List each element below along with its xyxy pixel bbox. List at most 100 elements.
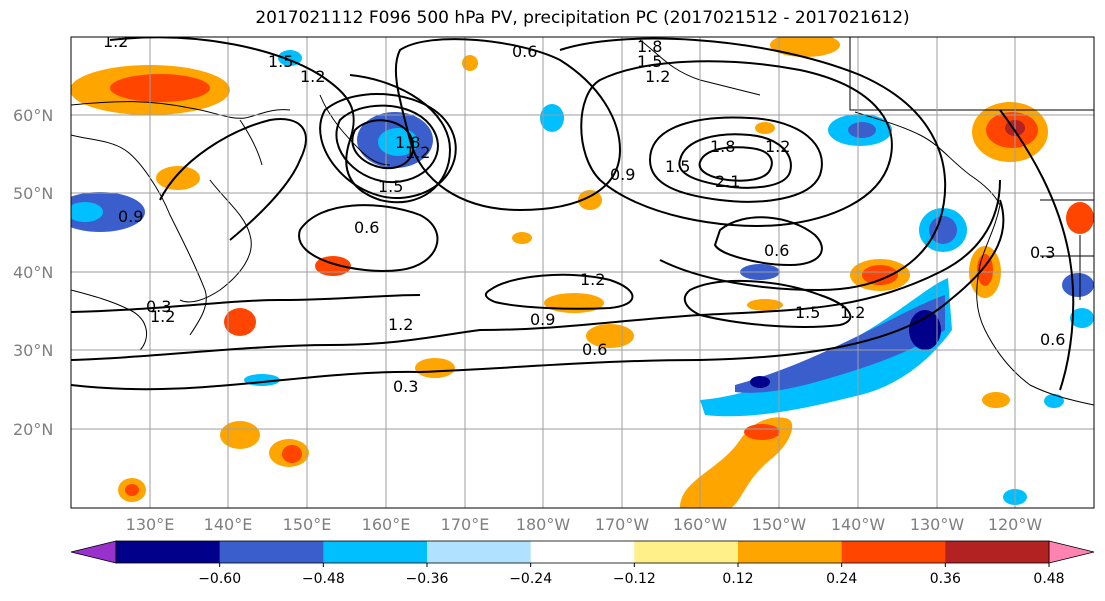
map-area: 1.2 1.5 1.2 0.6 1.8 1.5 1.2 1.8 1.2 1.5 … bbox=[71, 32, 1094, 508]
precip-negative-patch bbox=[1070, 308, 1094, 328]
contour-label: 0.3 bbox=[393, 377, 418, 396]
lon-label: 130°E bbox=[126, 515, 175, 534]
colorbar-frame bbox=[115, 540, 1050, 564]
contour-label: 0.6 bbox=[1040, 330, 1065, 349]
contour-label: 1.5 bbox=[268, 52, 293, 71]
contour-label: 1.2 bbox=[405, 143, 430, 162]
precip-positive-band bbox=[680, 417, 793, 508]
colorbar: −0.60 −0.48 −0.36 −0.24 −0.12 0.12 0.24 0.36 0.4… bbox=[70, 540, 1095, 587]
precip-positive-patch bbox=[512, 232, 532, 244]
colorbar-cell bbox=[323, 541, 428, 563]
lat-label: 50°N bbox=[13, 184, 53, 203]
precip-positive-patch bbox=[415, 358, 455, 378]
precip-positive-patch bbox=[156, 166, 200, 190]
lat-label: 30°N bbox=[13, 341, 53, 360]
contour-label: 2.1 bbox=[715, 172, 740, 191]
contour-label: 1.5 bbox=[665, 157, 690, 176]
contour-label: 1.8 bbox=[395, 133, 420, 152]
precip-negative-core bbox=[909, 310, 941, 350]
lat-label: 60°N bbox=[13, 106, 53, 125]
lon-label: 130°W bbox=[910, 515, 965, 534]
map-title: 2017021112 F096 500 hPa PV, precipitatio… bbox=[255, 8, 910, 28]
colorbar-cell bbox=[634, 541, 739, 563]
pv-contour-labels: 1.2 1.5 1.2 0.6 1.8 1.5 1.2 1.8 1.2 1.5 … bbox=[103, 32, 1065, 396]
colorbar-tick-label: 0.24 bbox=[826, 571, 857, 587]
contour-label: 1.2 bbox=[150, 307, 175, 326]
precip-positive-patch bbox=[220, 421, 260, 449]
lon-label: 180°W bbox=[516, 515, 571, 534]
contour-label: 1.8 bbox=[637, 37, 662, 56]
precip-positive-patch bbox=[282, 445, 302, 463]
contour-label: 1.2 bbox=[300, 67, 325, 86]
contour-label: 0.6 bbox=[764, 241, 789, 260]
colorbar-cell bbox=[530, 541, 635, 563]
precip-positive-patch bbox=[125, 484, 139, 496]
colorbar-tick-label: −0.60 bbox=[198, 571, 241, 587]
contour-label: 1.5 bbox=[637, 52, 662, 71]
graticule bbox=[71, 37, 1094, 508]
contour-label: 1.2 bbox=[388, 315, 413, 334]
lon-label: 160°W bbox=[673, 515, 728, 534]
contour-label: 1.5 bbox=[795, 303, 820, 322]
precip-shading bbox=[71, 37, 1094, 508]
precip-negative-band bbox=[735, 295, 945, 393]
precip-negative-patch bbox=[929, 216, 957, 244]
lat-label: 20°N bbox=[13, 420, 53, 439]
colorbar-tick-label: 0.48 bbox=[1033, 571, 1064, 587]
colorbar-right-arrow bbox=[1048, 540, 1095, 564]
lon-label: 170°W bbox=[595, 515, 650, 534]
precip-negative-patch bbox=[1062, 273, 1094, 297]
contour-label: 1.5 bbox=[378, 177, 403, 196]
lon-label: 160°E bbox=[362, 515, 411, 534]
lon-label: 150°E bbox=[283, 515, 332, 534]
precip-positive-patch bbox=[755, 122, 775, 134]
precip-negative-patch bbox=[71, 192, 145, 232]
contour-label: 1.2 bbox=[103, 32, 128, 51]
contour-label: 0.3 bbox=[1030, 243, 1055, 262]
map-frame bbox=[70, 36, 1095, 509]
precip-positive-core bbox=[744, 424, 780, 440]
contour-label: 1.2 bbox=[765, 137, 790, 156]
precip-positive-patch bbox=[862, 265, 898, 285]
precip-positive-patch bbox=[462, 55, 478, 71]
contour-label: 1.2 bbox=[840, 303, 865, 322]
lon-label: 140°W bbox=[831, 515, 886, 534]
colorbar-tick-label: −0.36 bbox=[406, 571, 449, 587]
colorbar-cell bbox=[841, 541, 946, 563]
lon-label: 150°W bbox=[752, 515, 807, 534]
colorbar-tick-label: −0.48 bbox=[302, 571, 345, 587]
contour-label: 1.8 bbox=[710, 137, 735, 156]
lat-label: 40°N bbox=[13, 263, 53, 282]
pv-contours bbox=[71, 37, 1075, 391]
colorbar-cell bbox=[116, 541, 221, 563]
latitude-labels: 60°N 50°N 40°N 30°N 20°N bbox=[13, 106, 53, 439]
precip-negative-band bbox=[700, 278, 952, 417]
precip-positive-patch bbox=[982, 392, 1010, 408]
colorbar-tick-label: 0.12 bbox=[722, 571, 753, 587]
longitude-labels: 130°E 140°E 150°E 160°E 170°E 180°W 170°… bbox=[126, 515, 1043, 534]
colorbar-tick-label: 0.36 bbox=[930, 571, 961, 587]
colorbar-tick-label: −0.12 bbox=[613, 571, 656, 587]
colorbar-tick-label: −0.24 bbox=[509, 571, 552, 587]
precip-negative-patch bbox=[71, 202, 103, 222]
contour-label: 0.6 bbox=[512, 42, 537, 61]
colorbar-cell bbox=[945, 541, 1050, 563]
contour-label: 1.2 bbox=[645, 67, 670, 86]
contour-label: 0.9 bbox=[530, 310, 555, 329]
precip-negative-patch bbox=[848, 122, 876, 138]
contour-label: 0.6 bbox=[354, 218, 379, 237]
precip-negative-patch bbox=[1044, 394, 1064, 408]
colorbar-left-arrow bbox=[70, 540, 117, 564]
contour-label: 0.3 bbox=[146, 297, 171, 316]
contour-label: 0.6 bbox=[582, 340, 607, 359]
precip-positive-patch bbox=[747, 299, 783, 311]
contour-label: 1.2 bbox=[580, 270, 605, 289]
contour-label: 0.9 bbox=[610, 165, 635, 184]
precip-negative-core bbox=[750, 376, 770, 388]
lon-label: 120°W bbox=[988, 515, 1043, 534]
precip-positive-patch bbox=[224, 308, 256, 336]
colorbar-cell bbox=[219, 541, 324, 563]
precip-positive-patch bbox=[578, 190, 602, 210]
lon-label: 140°E bbox=[204, 515, 253, 534]
contour-label: 0.9 bbox=[118, 207, 143, 226]
